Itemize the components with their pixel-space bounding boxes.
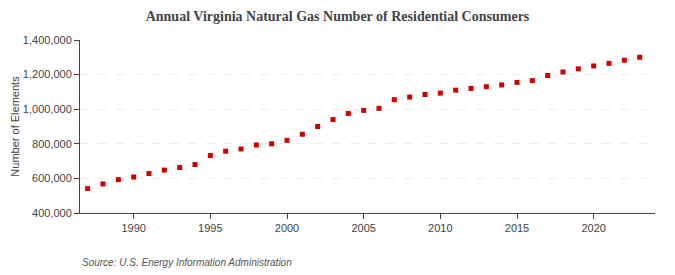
svg-text:Source: U.S. Energy Informatio: Source: U.S. Energy Information Administ…: [82, 257, 292, 268]
svg-text:Number of Elements: Number of Elements: [9, 76, 21, 177]
svg-text:1995: 1995: [198, 222, 222, 234]
svg-text:1990: 1990: [121, 222, 145, 234]
svg-text:800,000: 800,000: [32, 138, 72, 150]
svg-text:1,400,000: 1,400,000: [23, 34, 72, 46]
svg-text:1,200,000: 1,200,000: [23, 68, 72, 80]
svg-text:1,000,000: 1,000,000: [23, 103, 72, 115]
svg-text:2010: 2010: [428, 222, 452, 234]
svg-text:2015: 2015: [505, 222, 529, 234]
svg-text:2020: 2020: [581, 222, 605, 234]
svg-text:2005: 2005: [351, 222, 375, 234]
svg-text:2000: 2000: [275, 222, 299, 234]
svg-text:400,000: 400,000: [32, 207, 72, 219]
svg-text:Annual Virginia Natural Gas Nu: Annual Virginia Natural Gas Number of Re…: [146, 9, 530, 24]
svg-text:600,000: 600,000: [32, 172, 72, 184]
